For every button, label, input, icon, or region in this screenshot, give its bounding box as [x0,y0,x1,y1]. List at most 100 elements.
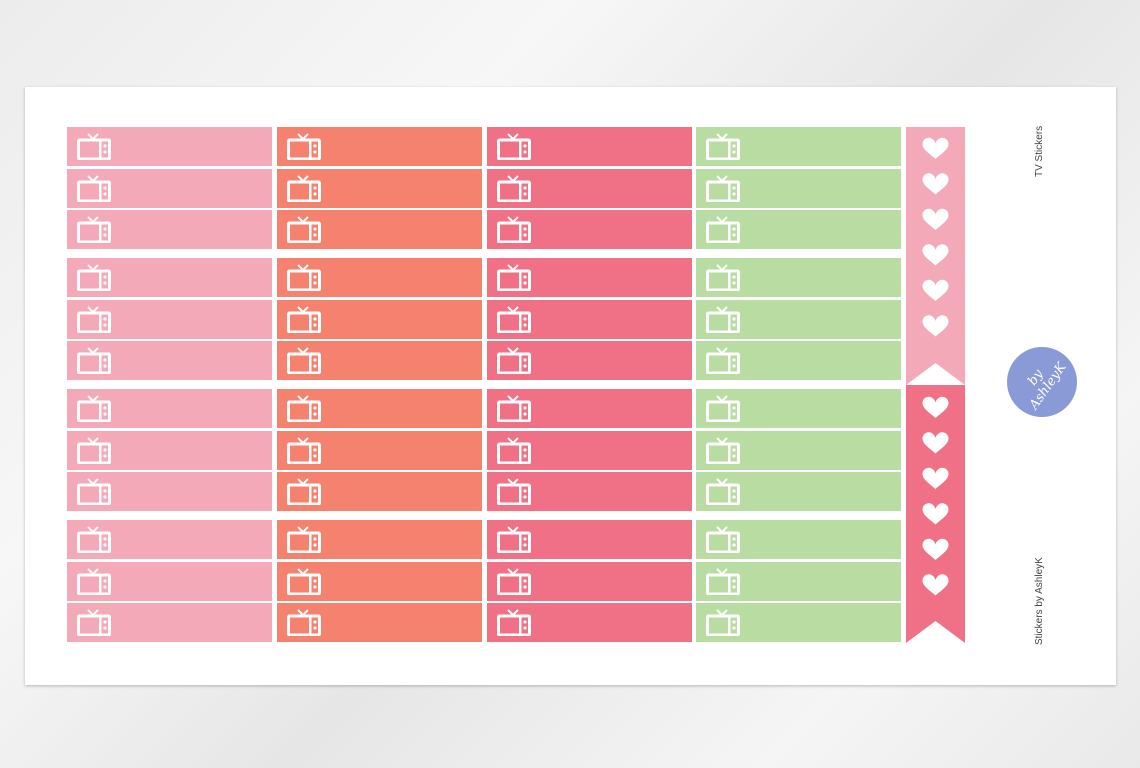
tv-sticker [696,561,901,601]
tv-icon [706,526,740,553]
heart-icon [922,208,949,230]
heart-icon [922,432,949,454]
tv-icon [287,174,321,202]
tv-sticker [696,210,901,249]
tv-icon [497,347,531,374]
tv-sticker [487,127,692,166]
heart-icon [922,244,949,266]
tv-icon [287,264,321,291]
tv-sticker [277,389,482,428]
tv-sticker [67,520,272,559]
tv-sticker [487,603,692,642]
tv-icon [706,478,740,505]
tv-sticker [67,472,272,511]
heart-icon [922,279,949,301]
tv-sticker [696,389,901,428]
tv-icon [77,526,111,553]
tv-sticker [277,127,482,166]
tv-sticker [696,341,901,380]
tv-icon [287,436,321,464]
brand-text: Stickers by AshleyK [1034,557,1045,645]
tv-icon [287,567,321,595]
tv-sticker [277,258,482,297]
tv-sticker [487,472,692,511]
tv-icon [287,305,321,333]
tv-sticker [487,168,692,208]
tv-sticker [487,341,692,380]
tv-icon [706,567,740,595]
tv-icon [287,347,321,374]
tv-sticker [277,561,482,601]
heart-icon [922,396,949,418]
heart-icon [922,315,949,337]
tv-sticker [487,520,692,559]
tv-icon [706,436,740,464]
tv-icon [706,133,740,160]
tv-sticker [696,603,901,642]
tv-sticker [696,258,901,297]
tv-icon [706,395,740,422]
tv-icon [497,133,531,160]
tv-icon [77,305,111,333]
tv-icon [497,478,531,505]
tv-icon [706,216,740,243]
tv-icon [77,395,111,422]
tv-sticker [67,341,272,380]
tv-sticker [277,168,482,208]
tv-icon [706,305,740,333]
tv-sticker [67,603,272,642]
tv-icon [497,216,531,243]
tv-icon [77,133,111,160]
tv-icon [77,174,111,202]
tv-icon [77,567,111,595]
tv-icon [287,133,321,160]
tv-sticker [277,430,482,470]
tv-icon [287,395,321,422]
tv-icon [77,264,111,291]
tv-sticker [487,299,692,339]
tv-icon [287,609,321,636]
logo-text: by AshleyK [1025,360,1070,413]
tv-icon [77,436,111,464]
tv-icon [77,347,111,374]
tv-sticker [67,127,272,166]
tv-icon [706,609,740,636]
heart-icon [922,538,949,560]
tv-sticker [696,430,901,470]
tv-sticker [277,299,482,339]
brand-logo: by AshleyK [1007,347,1077,417]
tv-sticker [67,258,272,297]
tv-sticker [67,299,272,339]
sticker-sheet: TV Stickers Stickers by AshleyK by Ashle… [25,87,1116,685]
tv-sticker [487,258,692,297]
heart-icon [922,574,949,596]
tv-sticker [67,561,272,601]
tv-icon [497,395,531,422]
tv-icon [287,216,321,243]
tv-icon [77,216,111,243]
tv-icon [287,478,321,505]
tv-icon [497,174,531,202]
tv-icon [497,526,531,553]
tv-icon [706,347,740,374]
tv-icon [497,305,531,333]
tv-sticker [67,210,272,249]
tv-sticker [277,472,482,511]
tv-sticker [277,210,482,249]
tv-icon [497,264,531,291]
tv-sticker [696,127,901,166]
heart-icon [922,467,949,489]
tv-icon [497,567,531,595]
tv-icon [77,478,111,505]
tv-sticker [696,168,901,208]
tv-sticker [487,389,692,428]
tv-sticker [277,341,482,380]
tv-sticker [487,430,692,470]
tv-icon [706,264,740,291]
tv-sticker [696,299,901,339]
tv-sticker [487,561,692,601]
tv-icon [497,436,531,464]
tv-sticker [696,472,901,511]
tv-sticker [277,520,482,559]
tv-sticker [696,520,901,559]
